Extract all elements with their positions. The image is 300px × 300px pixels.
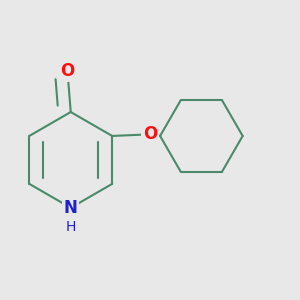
Text: O: O [60,62,75,80]
Text: N: N [64,199,78,217]
Text: H: H [66,220,76,234]
Text: O: O [143,125,157,143]
